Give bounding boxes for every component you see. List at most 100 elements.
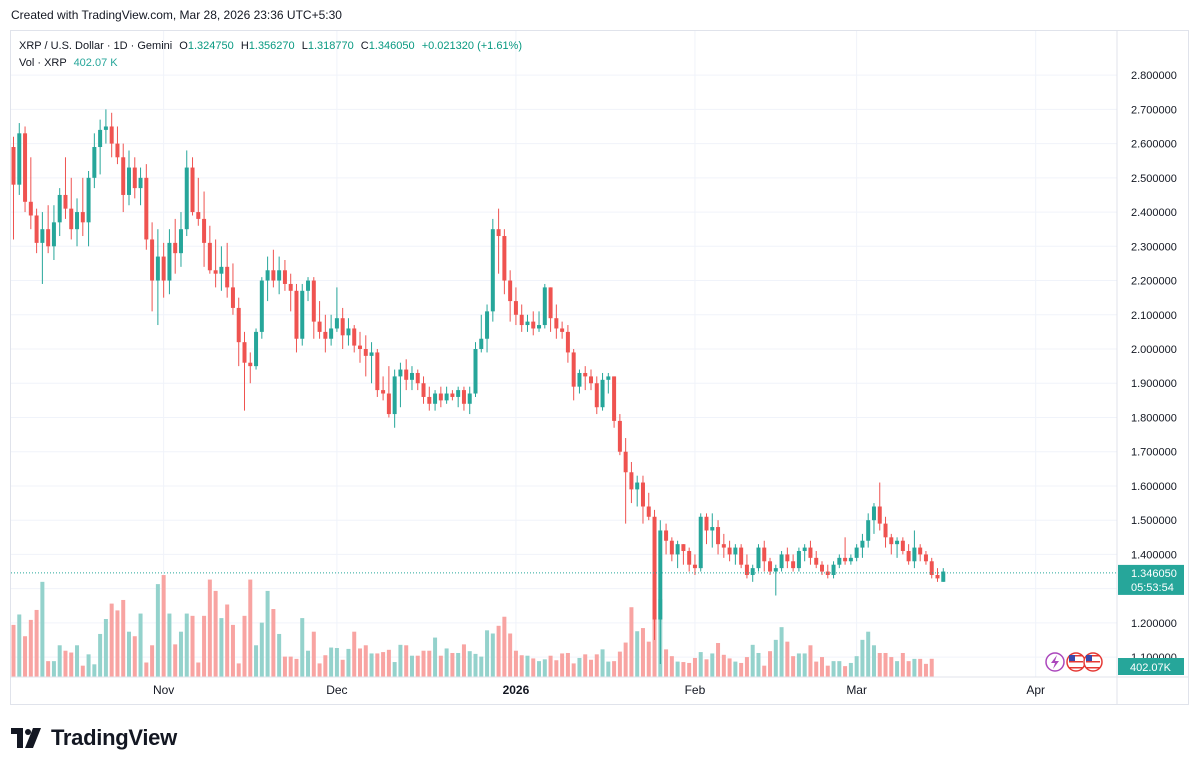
volume-bar bbox=[92, 664, 97, 677]
candle bbox=[681, 544, 686, 565]
candle bbox=[346, 318, 351, 346]
candle-body bbox=[796, 551, 801, 569]
candle bbox=[900, 537, 905, 555]
candle-body bbox=[236, 307, 241, 343]
us-flag-icon[interactable] bbox=[1066, 652, 1086, 672]
candle bbox=[254, 328, 259, 370]
candle-body bbox=[490, 229, 495, 312]
candle-body bbox=[121, 157, 126, 195]
candle bbox=[508, 270, 513, 322]
candle-body bbox=[854, 547, 859, 558]
candle bbox=[542, 283, 547, 329]
volume-bar bbox=[398, 644, 403, 677]
candle-body bbox=[548, 287, 553, 319]
candle bbox=[404, 359, 409, 391]
candle bbox=[282, 259, 287, 291]
lightning-icon[interactable] bbox=[1045, 652, 1065, 672]
volume-bar bbox=[791, 656, 796, 677]
event-markers[interactable] bbox=[1045, 652, 1103, 672]
candle-body bbox=[692, 564, 697, 569]
candle-body bbox=[317, 321, 322, 332]
candle-body bbox=[721, 544, 726, 548]
time-axis[interactable]: Nov Dec 2026 Feb Mar Apr bbox=[11, 676, 1188, 697]
candle bbox=[762, 540, 767, 572]
candle-body bbox=[225, 266, 230, 288]
volume-bar bbox=[311, 631, 316, 677]
candle-body bbox=[733, 547, 738, 555]
candle bbox=[392, 369, 397, 428]
volume-bar bbox=[923, 663, 928, 677]
candle-body bbox=[57, 194, 62, 223]
volume-bar bbox=[508, 633, 513, 677]
top-bar: Created with TradingView.com, Mar 28, 20… bbox=[0, 0, 1200, 30]
candle bbox=[311, 277, 316, 339]
candle bbox=[115, 126, 120, 165]
candle-body bbox=[409, 372, 414, 380]
price-axis[interactable]: 2.800000 2.700000 2.600000 2.500000 2.400000… bbox=[11, 31, 1184, 704]
candle-body bbox=[912, 547, 917, 562]
candle bbox=[600, 372, 605, 411]
candle bbox=[248, 352, 253, 384]
candle-body bbox=[941, 571, 946, 582]
price-legend-row: XRP / U.S. Dollar · 1D · Gemini O1.32475… bbox=[19, 38, 522, 55]
volume-bar bbox=[63, 650, 68, 677]
volume-tag bbox=[1118, 658, 1184, 675]
candle-body bbox=[329, 328, 334, 339]
volume-bar bbox=[485, 630, 490, 677]
volume-bar bbox=[28, 619, 33, 677]
volume-bar bbox=[594, 654, 599, 677]
volume-bar bbox=[456, 652, 461, 677]
time-tick-label: Mar bbox=[846, 683, 867, 697]
candle-body bbox=[358, 345, 362, 350]
candle-body bbox=[300, 290, 305, 339]
volume-bar bbox=[906, 661, 911, 677]
candle-body bbox=[34, 215, 39, 243]
candle-body bbox=[92, 147, 97, 178]
created-with-label: Created with TradingView.com, Mar 28, 20… bbox=[11, 8, 342, 22]
volume-bar bbox=[733, 661, 738, 677]
candle bbox=[629, 461, 634, 504]
candle-body bbox=[814, 557, 819, 565]
us-flag-icon[interactable] bbox=[1083, 652, 1103, 672]
tradingview-logo[interactable]: TradingView bbox=[11, 724, 177, 752]
candle bbox=[594, 376, 599, 415]
volume-bar bbox=[542, 659, 547, 677]
candle-body bbox=[906, 551, 911, 562]
candle bbox=[433, 390, 438, 411]
flag-icon-stripe bbox=[1069, 667, 1083, 669]
candle bbox=[808, 540, 813, 565]
candle-body bbox=[831, 564, 836, 575]
volume-bar bbox=[248, 579, 253, 677]
candle-body bbox=[40, 229, 45, 243]
candle-body bbox=[438, 393, 443, 401]
volume-bar bbox=[837, 661, 842, 677]
candle-body bbox=[542, 287, 547, 326]
candle bbox=[57, 188, 62, 237]
candle-body bbox=[334, 318, 339, 329]
last-price-tag bbox=[1118, 564, 1184, 595]
volume-bar bbox=[358, 648, 362, 677]
volume-bar bbox=[103, 619, 108, 677]
volume-bar bbox=[184, 613, 189, 677]
candle-body bbox=[716, 527, 721, 545]
candle-body bbox=[496, 229, 501, 237]
candle bbox=[155, 229, 160, 326]
price-tick-label: 2.800000 bbox=[1131, 70, 1177, 82]
candle bbox=[69, 177, 74, 240]
candle-body bbox=[103, 126, 108, 130]
candle bbox=[825, 564, 830, 579]
volume-bar bbox=[808, 645, 813, 677]
candle bbox=[450, 390, 455, 401]
candle bbox=[438, 386, 443, 408]
close-label: C bbox=[360, 40, 369, 52]
candle-body bbox=[75, 212, 80, 230]
volume-bar bbox=[577, 657, 582, 677]
candle bbox=[577, 369, 582, 394]
volume-bar bbox=[744, 657, 749, 677]
candle-body bbox=[346, 328, 351, 336]
volume-bar bbox=[871, 645, 876, 677]
volume-bar bbox=[600, 649, 605, 677]
candle-body bbox=[375, 352, 380, 391]
volume-bar bbox=[537, 661, 542, 677]
